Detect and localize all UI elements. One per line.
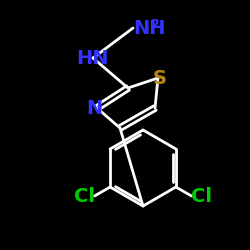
- Text: S: S: [153, 68, 167, 87]
- Text: Cl: Cl: [191, 186, 212, 206]
- Text: N: N: [86, 98, 102, 117]
- Text: 2: 2: [151, 18, 160, 30]
- Text: HN: HN: [77, 48, 109, 68]
- Text: Cl: Cl: [74, 186, 95, 206]
- Text: NH: NH: [133, 18, 166, 38]
